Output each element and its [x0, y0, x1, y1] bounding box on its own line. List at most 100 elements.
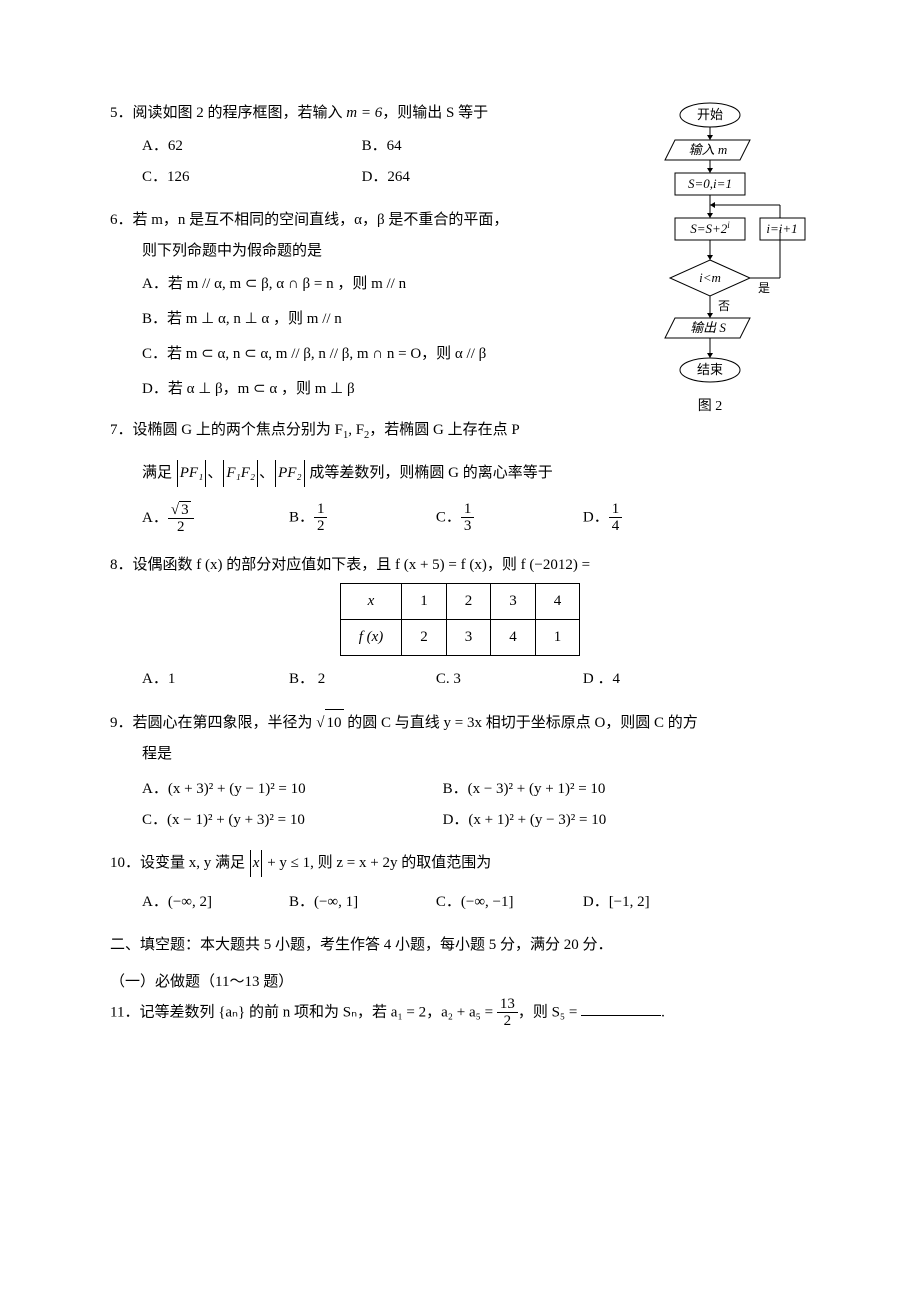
question-9: 9．若圆心在第四象限，半径为 √10 的圆 C 与直线 y = 3x 相切于坐标…	[110, 709, 810, 836]
q6-opt-b: B．若 m ⊥ α, n ⊥ α ，则 m // n	[110, 306, 630, 333]
q7-s2a: 满足	[142, 465, 176, 481]
q11a: 11．记等差数列 {aₙ} 的前 n 项和为 Sₙ，若 a₁ = 2，a₂ + …	[110, 1004, 497, 1020]
q7-sep1: 、	[207, 465, 222, 481]
fc-step: S=S+2i	[690, 220, 730, 236]
q5-text-a: 5．阅读如图 2 的程序框图，若输入	[110, 105, 346, 121]
question-5: 5．阅读如图 2 的程序框图，若输入 m = 6，则输出 S 等于 A．62 B…	[110, 100, 630, 193]
q7b-num: 1	[314, 501, 328, 519]
q7-options: A．√32 B．12 C．13 D．14	[110, 499, 810, 538]
q8-h0: x	[340, 583, 402, 619]
q9sa: 9．若圆心在第四象限，半径为	[110, 715, 316, 731]
q7a-den: 2	[168, 519, 194, 536]
q8-opt-a: A．1	[142, 666, 289, 693]
q9sb: 的圆 C 与直线 y = 3x 相切于坐标原点 O，则圆 C 的方	[344, 715, 698, 731]
q9-options: A．(x + 3)² + (y − 1)² = 10 B．(x − 3)² + …	[110, 774, 810, 836]
fc-inc: i=i+1	[766, 221, 797, 236]
q10-abs: x	[250, 850, 263, 877]
q7d-den: 4	[609, 518, 623, 535]
q9-rad: 10	[325, 709, 344, 737]
q8-r0: f (x)	[340, 619, 402, 655]
q9-opt-d: D．(x + 1)² + (y − 3)² = 10	[443, 807, 744, 834]
q7-s1a: 7．设椭圆 G 上的两个焦点分别为 F	[110, 422, 343, 438]
q6-stem2: 则下列命题中为假命题的是	[110, 238, 630, 265]
q11-num: 13	[497, 996, 518, 1014]
q9-opt-b: B．(x − 3)² + (y + 1)² = 10	[443, 776, 744, 803]
fc-end: 结束	[697, 362, 723, 377]
q8-h-1: 1	[402, 583, 447, 619]
q10sb: + y ≤ 1, 则 z = x + 2y 的取值范围为	[263, 855, 491, 871]
question-11: 11．记等差数列 {aₙ} 的前 n 项和为 Sₙ，若 a₁ = 2，a₂ + …	[110, 996, 810, 1030]
question-10: 10．设变量 x, y 满足 x + y ≤ 1, 则 z = x + 2y 的…	[110, 850, 810, 918]
q7d-num: 1	[609, 501, 623, 519]
flowchart-svg: 开始 输入 m S=0,i=1 S=S+2i i<m 是 i=i+1	[630, 100, 810, 440]
q7d-lbl: D．	[583, 509, 609, 525]
q10-opt-c: C．(−∞, −1]	[436, 889, 583, 916]
fc-start: 开始	[697, 107, 723, 122]
q9-stem-c: 程是	[110, 741, 810, 768]
fc-yes: 是	[758, 281, 770, 295]
question-7b: 满足 PF₁、F₁F₂、PF₂ 成等差数列，则椭圆 G 的离心率等于 A．√32…	[110, 460, 810, 538]
q5-stem: 5．阅读如图 2 的程序框图，若输入 m = 6，则输出 S 等于	[110, 100, 630, 127]
section-2-title: 二、填空题：本大题共 5 小题，考生作答 4 小题，每小题 5 分，满分 20 …	[110, 932, 810, 959]
section-2-sub: （一）必做题（11～13 题）	[110, 969, 810, 996]
question-6: 6．若 m，n 是互不相同的空间直线，α，β 是不重合的平面， 则下列命题中为假…	[110, 207, 630, 403]
table-row: x 1 2 3 4	[340, 583, 580, 619]
q8-r4: 1	[535, 619, 580, 655]
fc-no: 否	[718, 299, 730, 313]
q10-stem: 10．设变量 x, y 满足 x + y ≤ 1, 则 z = x + 2y 的…	[110, 850, 810, 877]
q5-math: m = 6	[346, 105, 382, 121]
q7-s2b: 成等差数列，则椭圆 G 的离心率等于	[306, 465, 553, 481]
q8-r1: 2	[402, 619, 447, 655]
fc-cond: i<m	[699, 270, 721, 285]
q7-opt-b: B．12	[289, 501, 436, 536]
q7-s1b: , F	[348, 422, 364, 438]
q7c-den: 3	[461, 518, 475, 535]
q8-table: x 1 2 3 4 f (x) 2 3 4 1	[340, 583, 581, 656]
q7-pf2: PF₂	[275, 460, 305, 487]
q8-opt-b: B． 2	[289, 666, 436, 693]
q8-options: A．1 B． 2 C. 3 D ．4	[110, 664, 810, 695]
q7a-lbl: A．	[142, 510, 168, 526]
q7c-lbl: C．	[436, 509, 461, 525]
q7-stem1: 7．设椭圆 G 上的两个焦点分别为 F1, F2，若椭圆 G 上存在点 P	[110, 417, 630, 446]
q7-opt-a: A．√32	[142, 501, 289, 536]
q7-pf1: PF₁	[177, 460, 207, 487]
q8-stem: 8．设偶函数 f (x) 的部分对应值如下表，且 f (x + 5) = f (…	[110, 552, 810, 579]
q8-h-4: 4	[535, 583, 580, 619]
q8-h-3: 3	[491, 583, 536, 619]
q10-opt-d: D．[−1, 2]	[583, 889, 730, 916]
fc-caption: 图 2	[698, 399, 723, 414]
q8-h-2: 2	[446, 583, 491, 619]
q6-opt-c: C．若 m ⊂ α, n ⊂ α, m // β, n // β, m ∩ n …	[110, 341, 630, 368]
q5-opt-b: B．64	[362, 133, 582, 160]
question-7: 7．设椭圆 G 上的两个焦点分别为 F1, F2，若椭圆 G 上存在点 P	[110, 417, 630, 446]
fc-input: 输入 m	[689, 142, 728, 157]
q7-s1c: ，若椭圆 G 上存在点 P	[369, 422, 519, 438]
q5-options: A．62 B．64 C．126 D．264	[110, 131, 630, 193]
q6-stem1: 6．若 m，n 是互不相同的空间直线，α，β 是不重合的平面，	[110, 207, 630, 234]
q7c-num: 1	[461, 501, 475, 519]
q7b-den: 2	[314, 518, 328, 535]
q6-opt-d: D．若 α ⊥ β，m ⊂ α ，则 m ⊥ β	[110, 376, 630, 403]
q5-opt-a: A．62	[142, 133, 362, 160]
q11c: .	[661, 1004, 665, 1020]
q7-opt-c: C．13	[436, 501, 583, 536]
q10-opt-a: A．(−∞, 2]	[142, 889, 289, 916]
q10-opt-b: B．(−∞, 1]	[289, 889, 436, 916]
fc-init: S=0,i=1	[688, 176, 732, 191]
question-8: 8．设偶函数 f (x) 的部分对应值如下表，且 f (x + 5) = f (…	[110, 552, 810, 695]
fc-output: 输出 S	[690, 320, 726, 335]
q7-opt-d: D．14	[583, 501, 730, 536]
q8-opt-d: D ．4	[583, 666, 730, 693]
q7-sep2: 、	[259, 465, 274, 481]
q7-f1f2: F₁F₂	[223, 460, 258, 487]
flowchart: 开始 输入 m S=0,i=1 S=S+2i i<m 是 i=i+1	[630, 100, 810, 447]
q7-stem2: 满足 PF₁、F₁F₂、PF₂ 成等差数列，则椭圆 G 的离心率等于	[110, 460, 810, 487]
q7b-lbl: B．	[289, 509, 314, 525]
q10-options: A．(−∞, 2] B．(−∞, 1] C．(−∞, −1] D．[−1, 2]	[110, 887, 810, 918]
q5-opt-d: D．264	[362, 164, 582, 191]
q10sa: 10．设变量 x, y 满足	[110, 855, 249, 871]
q11b: ，则 S₅ =	[518, 1004, 581, 1020]
q8-r3: 4	[491, 619, 536, 655]
q9-stem: 9．若圆心在第四象限，半径为 √10 的圆 C 与直线 y = 3x 相切于坐标…	[110, 709, 810, 737]
